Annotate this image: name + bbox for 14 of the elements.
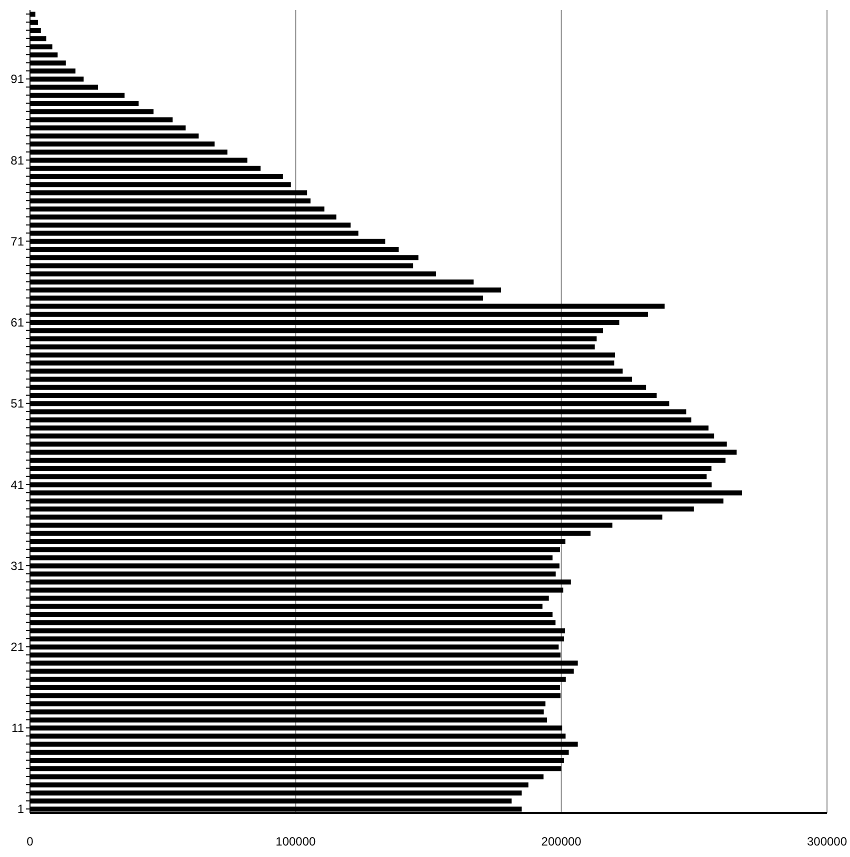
- y-tick-label: 31: [10, 558, 24, 573]
- y-tick-label: 71: [10, 234, 24, 248]
- y-tick-label: 91: [10, 72, 24, 86]
- x-tick-label: 300000: [806, 834, 848, 849]
- y-tick-label: 61: [10, 316, 24, 330]
- y-tick-label: 51: [10, 396, 24, 411]
- y-tick-label: 21: [10, 640, 24, 654]
- y-tick-label: 81: [10, 153, 24, 168]
- x-tick-label: 200000: [541, 834, 582, 849]
- x-tick-label: 0: [26, 834, 34, 849]
- y-tick-label: 1: [17, 802, 24, 816]
- y-tick-label: 11: [12, 721, 24, 736]
- y-tick-label: 41: [10, 478, 24, 492]
- x-tick-label: 100000: [276, 834, 316, 849]
